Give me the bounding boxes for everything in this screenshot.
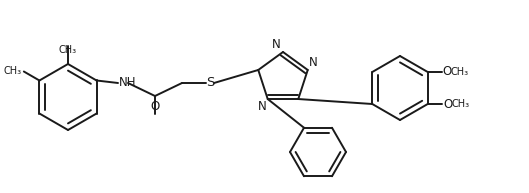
Text: CH₃: CH₃ <box>451 67 469 77</box>
Text: O: O <box>150 100 160 113</box>
Text: CH₃: CH₃ <box>59 45 77 55</box>
Text: N: N <box>258 100 267 113</box>
Text: O: O <box>443 65 452 79</box>
Text: N: N <box>272 38 281 51</box>
Text: NH: NH <box>119 75 136 89</box>
Text: O: O <box>444 97 453 111</box>
Text: CH₃: CH₃ <box>452 99 470 109</box>
Text: CH₃: CH₃ <box>4 67 22 76</box>
Text: S: S <box>206 76 214 90</box>
Text: N: N <box>309 56 317 69</box>
